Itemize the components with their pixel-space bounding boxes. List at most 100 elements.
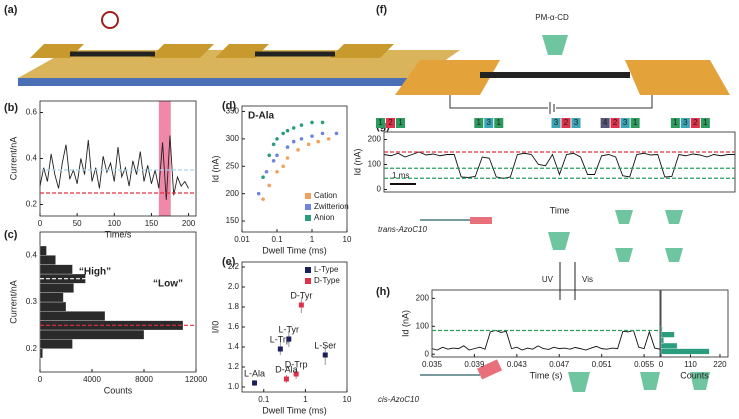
histogram-bar [660, 337, 664, 344]
histogram-bar [39, 348, 43, 359]
point [291, 126, 296, 130]
state-box [551, 118, 561, 128]
y-tick-label: 0 [377, 185, 382, 194]
point [326, 137, 331, 141]
x-tick-label: 0.039 [464, 360, 485, 369]
panel-label: (d) [222, 100, 236, 112]
point-label: L-Trp [270, 334, 291, 344]
point [299, 123, 304, 127]
panel-label: (e) [222, 256, 236, 268]
y-tick-label: 150 [226, 216, 240, 225]
cis-label: cis-AzoC10 [378, 395, 419, 404]
y-tick-label: 200 [226, 189, 240, 198]
point [298, 302, 304, 308]
state-box [474, 118, 484, 128]
uv-label: UV [542, 275, 554, 284]
point [261, 197, 265, 201]
x-tick-label: 0.1 [258, 395, 270, 404]
x-axis-label: Time (s) [530, 370, 563, 380]
y-tick-label: 0.4 [26, 154, 38, 163]
y-tick-label: 1.2 [228, 362, 240, 371]
highlight-band [158, 101, 171, 216]
point [281, 131, 285, 136]
x-axis-label: Counts [104, 385, 133, 395]
state-box [484, 118, 494, 128]
state-box [670, 118, 680, 128]
point [267, 183, 272, 188]
panel-label: (b) [4, 102, 18, 114]
point [310, 120, 314, 125]
state-box [376, 118, 385, 128]
state-label: 4 [603, 118, 608, 127]
panel-label: (a) [4, 4, 18, 16]
y-tick-label: 1.0 [228, 382, 240, 391]
histogram-bar [39, 255, 56, 265]
y-axis-label: Current/nA [8, 280, 18, 324]
histogram-bar [39, 311, 106, 321]
x-tick-label: 0.047 [549, 360, 570, 369]
x-tick-label: 100 [108, 219, 122, 228]
state-label: 3 [623, 118, 628, 127]
legend-swatch [305, 267, 311, 273]
point [283, 376, 289, 382]
legend-label: Zwitterion [314, 202, 349, 211]
trace [383, 151, 735, 179]
trans-label: trans-AzoC10 [378, 225, 427, 234]
x-axis-label: Time/s [105, 229, 132, 239]
point [293, 371, 299, 377]
annotation: “Low” [153, 279, 183, 290]
x-tick-label: 200 [182, 219, 196, 228]
point [316, 139, 320, 144]
panel-label: (h) [376, 286, 390, 298]
x-tick-label: 4000 [83, 375, 101, 384]
x-axis-label: Counts [680, 370, 709, 380]
state-box [700, 118, 710, 128]
state-box [571, 118, 581, 128]
point [322, 352, 328, 358]
plot-frame [660, 289, 729, 358]
y-axis-label: I/I0 [210, 321, 220, 334]
point [281, 164, 285, 169]
point [334, 131, 339, 136]
state-label: 1 [398, 118, 403, 127]
x-tick-label: 0.051 [592, 360, 613, 369]
x-tick-label: 1 [303, 395, 308, 404]
point [296, 148, 300, 152]
x-tick-label: 1 [310, 235, 315, 244]
y-tick-label: 100 [368, 160, 382, 169]
x-tick-label: 0.043 [507, 360, 528, 369]
histogram-bar [39, 245, 47, 256]
legend-swatch [305, 278, 311, 284]
histogram-bar [660, 326, 663, 333]
legend-swatch [305, 204, 311, 210]
y-tick-label: 1.6 [228, 322, 240, 331]
y-tick-label: 300 [226, 134, 240, 143]
legend-label: Cation [314, 191, 337, 200]
trace [39, 135, 189, 200]
legend-label: L-Type [314, 265, 339, 274]
x-axis-label: Dwell Time (ms) [262, 245, 327, 255]
panel-label: (c) [4, 229, 18, 241]
legend-label: D-Type [314, 276, 340, 285]
state-label: 1 [477, 118, 482, 127]
point-label: L-Ser [314, 340, 336, 350]
point [271, 158, 276, 163]
x-tick-label: 8000 [135, 375, 153, 384]
point [310, 134, 314, 138]
state-label: 2 [564, 118, 569, 127]
y-axis-label: Id (nA) [352, 148, 362, 175]
x-axis-label: Time [550, 205, 570, 215]
state-box [690, 118, 700, 128]
histogram-bar [39, 292, 64, 303]
state-label: 2 [388, 118, 393, 127]
point [299, 137, 304, 141]
state-label: 3 [574, 118, 579, 127]
legend-label: Anion [314, 213, 334, 222]
y-tick-label: 200 [416, 293, 430, 302]
x-tick-label: 220 [713, 360, 727, 369]
y-axis-label: Current/nA [8, 137, 18, 181]
x-tick-label: 0 [38, 219, 43, 228]
histogram-bar [39, 264, 73, 275]
y-tick-label: 0.6 [26, 108, 38, 117]
